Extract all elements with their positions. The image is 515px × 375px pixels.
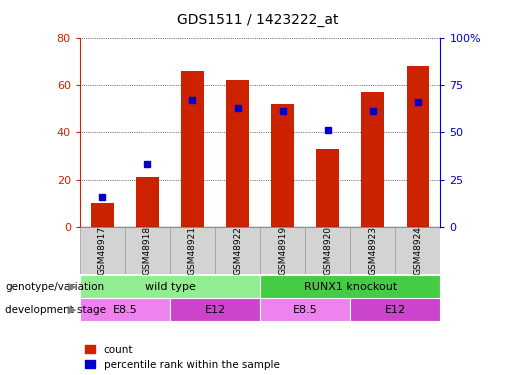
Bar (226, 80, 249, 227)
Bar (316, 149, 339, 227)
Text: GSM48922: GSM48922 (233, 226, 242, 275)
Bar (170, 298, 260, 321)
Text: wild type: wild type (145, 282, 195, 291)
Bar (91, 203, 114, 227)
Text: ▶: ▶ (67, 282, 76, 291)
Text: GDS1511 / 1423222_at: GDS1511 / 1423222_at (177, 13, 338, 27)
Legend: count, percentile rank within the sample: count, percentile rank within the sample (85, 345, 280, 370)
Bar (362, 92, 384, 227)
Bar (350, 227, 396, 274)
Text: development stage: development stage (5, 305, 106, 315)
Bar (80, 227, 125, 274)
Bar (125, 227, 170, 274)
Text: GSM48924: GSM48924 (414, 226, 422, 275)
Bar (260, 298, 350, 321)
Bar (406, 66, 429, 227)
Bar (350, 298, 440, 321)
Bar (260, 275, 440, 298)
Text: GSM48921: GSM48921 (188, 226, 197, 275)
Bar (260, 227, 305, 274)
Text: RUNX1 knockout: RUNX1 knockout (303, 282, 397, 291)
Text: GSM48917: GSM48917 (98, 226, 107, 275)
Text: genotype/variation: genotype/variation (5, 282, 104, 291)
Bar (271, 104, 294, 227)
Text: GSM48920: GSM48920 (323, 226, 332, 275)
Text: E12: E12 (385, 305, 406, 315)
Text: GSM48919: GSM48919 (278, 226, 287, 275)
Bar (136, 177, 159, 227)
Bar (215, 227, 260, 274)
Bar (80, 298, 170, 321)
Bar (396, 227, 440, 274)
Bar (181, 70, 204, 227)
Text: GSM48923: GSM48923 (368, 226, 377, 275)
Bar (170, 227, 215, 274)
Text: E12: E12 (204, 305, 226, 315)
Bar (80, 275, 260, 298)
Text: ▶: ▶ (67, 305, 76, 315)
Bar (305, 227, 350, 274)
Text: E8.5: E8.5 (293, 305, 318, 315)
Text: E8.5: E8.5 (112, 305, 138, 315)
Text: GSM48918: GSM48918 (143, 226, 152, 275)
